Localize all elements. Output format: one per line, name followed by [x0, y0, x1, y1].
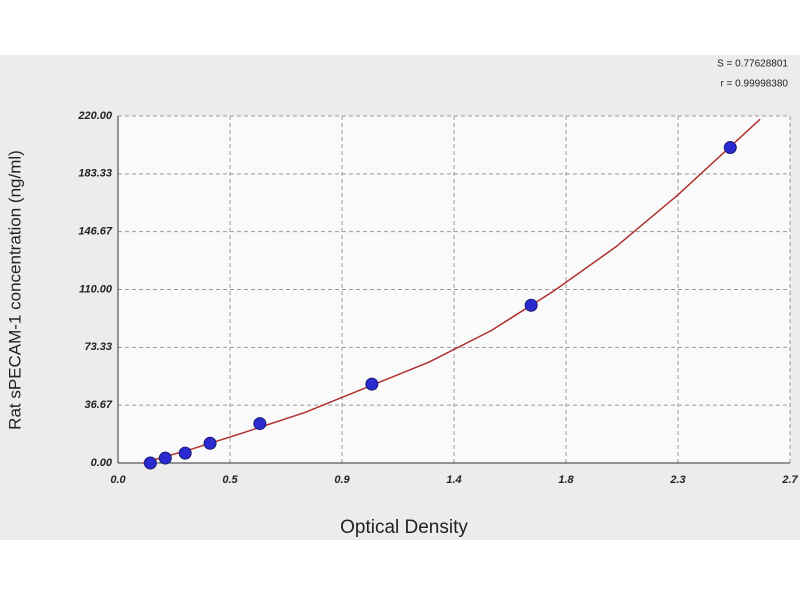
x-axis-label: Optical Density: [340, 517, 468, 538]
x-tick-label: 0.5: [222, 474, 238, 486]
x-tick-label: 2.3: [669, 474, 685, 486]
x-tick-label: 1.8: [558, 474, 574, 486]
data-point: [723, 141, 737, 155]
y-tick-label: 73.33: [84, 341, 112, 353]
data-point: [143, 456, 157, 470]
x-tick-label: 1.4: [446, 474, 461, 486]
x-tick-label: 0.0: [110, 474, 126, 486]
y-tick-label: 110.00: [79, 283, 113, 295]
data-point: [203, 436, 217, 450]
data-point: [524, 298, 538, 312]
annotation: r = 0.99998380: [720, 79, 788, 90]
y-tick-label: 220.00: [77, 110, 113, 122]
y-tick-label: 183.33: [78, 168, 112, 180]
data-point: [178, 446, 192, 460]
y-tick-label: 36.67: [84, 399, 112, 411]
x-tick-label: 0.9: [334, 474, 350, 486]
fit-curve: [142, 118, 761, 464]
y-axis-label: Rat sPECAM-1 concentration (ng/ml): [5, 150, 24, 430]
y-tick-label: 0.00: [91, 457, 113, 469]
data-point: [365, 377, 379, 391]
data-point: [158, 451, 172, 465]
x-tick-label: 2.7: [781, 474, 798, 486]
y-tick-label: 146.67: [78, 226, 113, 238]
annotation: S = 0.77628801: [717, 59, 788, 70]
data-point: [253, 417, 267, 431]
